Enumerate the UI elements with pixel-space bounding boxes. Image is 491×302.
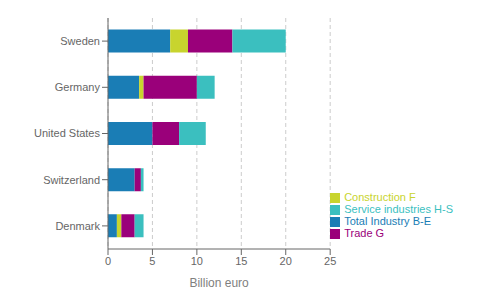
html-text:Construction F: Construction F — [344, 190, 416, 203]
svg-text:10: 10 — [191, 255, 203, 267]
html-text:Service industries H-S: Service industries H-S — [344, 202, 453, 215]
svg-text:5: 5 — [149, 255, 155, 267]
svg-text:15: 15 — [235, 255, 247, 267]
svg-text:Germany: Germany — [55, 81, 101, 93]
svg-text:Billion euro: Billion euro — [189, 276, 249, 290]
svg-text:Sweden: Sweden — [60, 35, 100, 47]
html-text:Trade G: Trade G — [344, 226, 385, 239]
svg-text:Switzerland: Switzerland — [43, 174, 100, 186]
svg-text:0: 0 — [105, 255, 111, 267]
svg-text:25: 25 — [324, 255, 336, 267]
svg-text:20: 20 — [280, 255, 292, 267]
svg-text:Denmark: Denmark — [55, 220, 100, 232]
html-text:Total Industry B-E: Total Industry B-E — [344, 214, 431, 227]
svg-text:United States: United States — [34, 127, 101, 139]
